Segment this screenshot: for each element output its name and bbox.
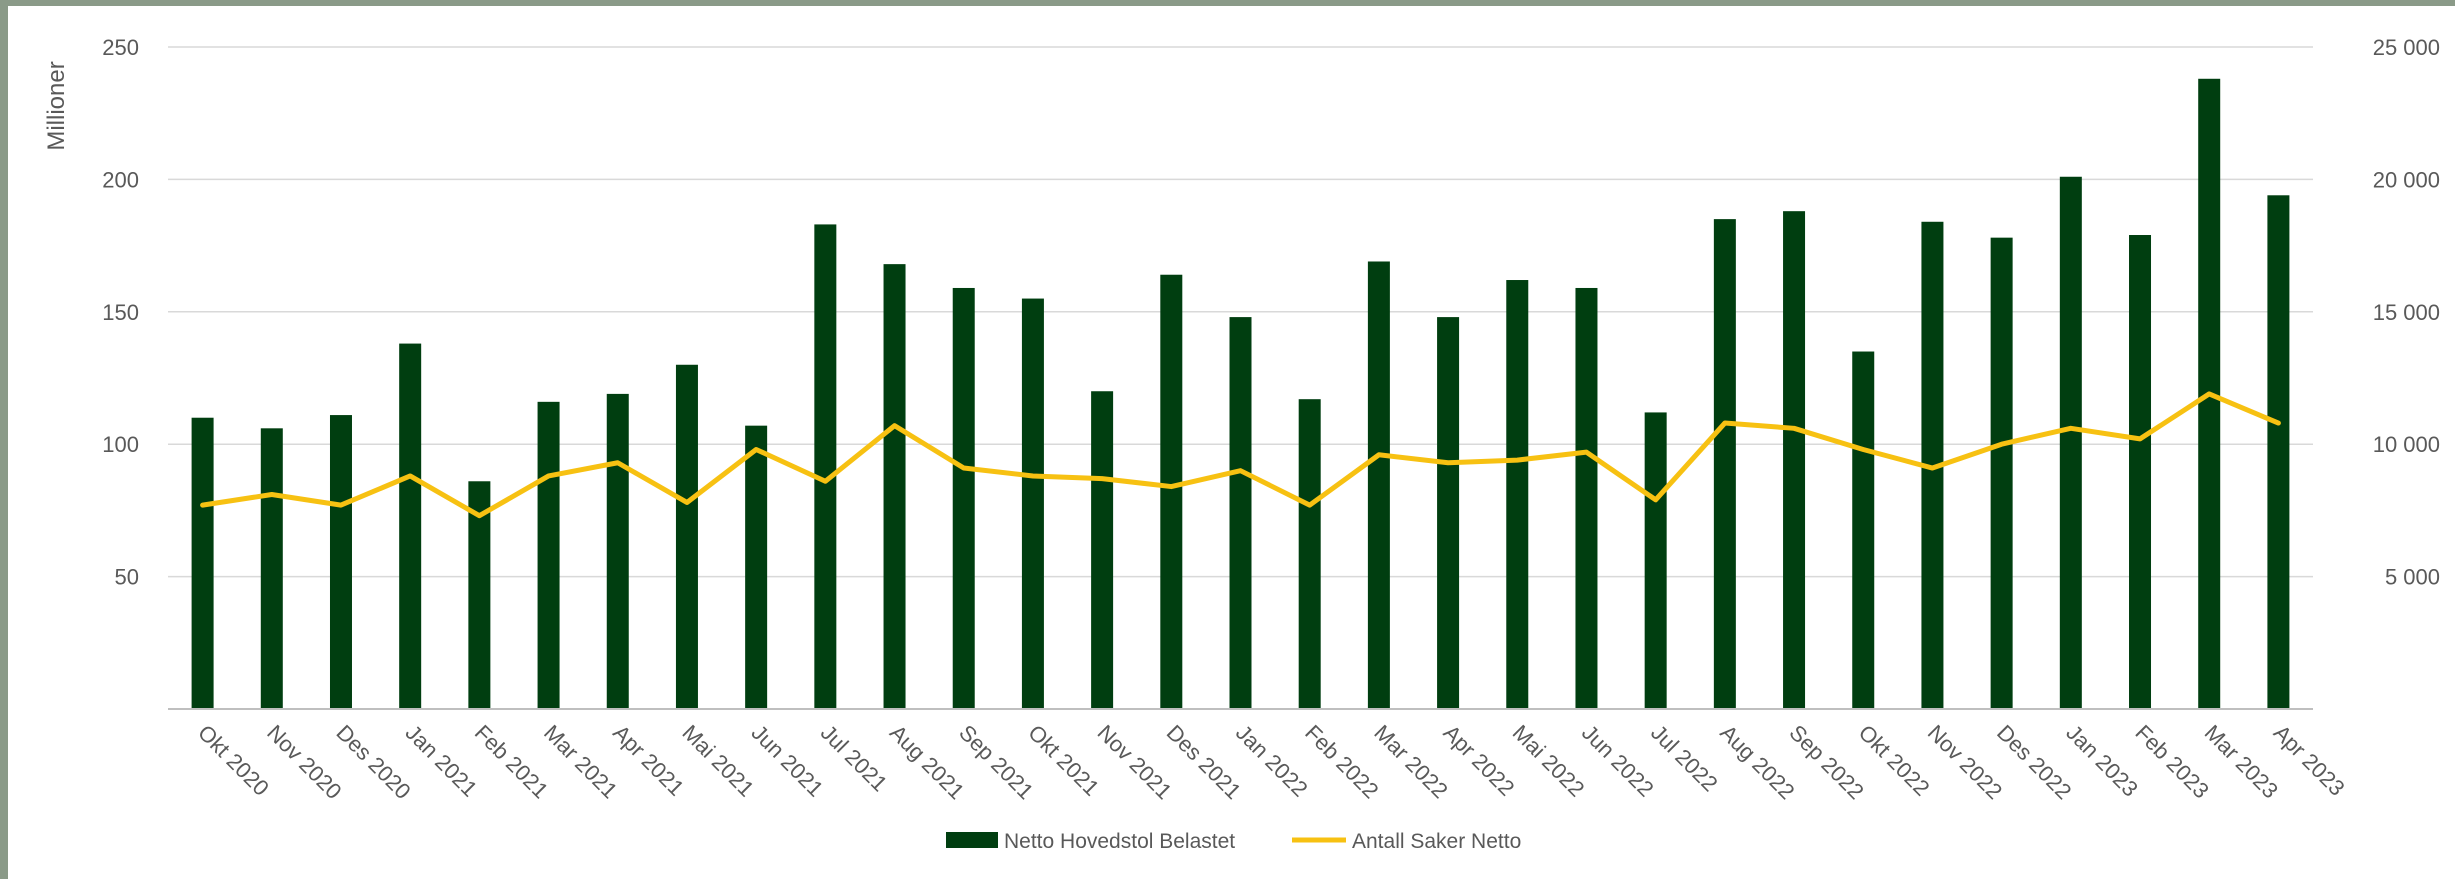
- bar: [537, 401, 560, 709]
- x-tick-label: Mar 2021: [539, 720, 622, 803]
- x-tick-label: Sep 2021: [954, 720, 1038, 804]
- bar: [1783, 211, 1806, 709]
- y-tick-label-right: 10 000: [2373, 432, 2440, 457]
- bar: [191, 417, 214, 709]
- bar: [2267, 195, 2290, 710]
- legend-label-bar: Netto Hovedstol Belastet: [1004, 830, 1235, 853]
- x-tick-label: Nov 2022: [1923, 720, 2007, 804]
- bar-series-netto-hovedstol: [191, 78, 2290, 710]
- x-tick-label: Aug 2022: [1715, 720, 1799, 804]
- combo-chart: 50 100 150 200 250 5 000 10 000 15 000 20 000 25 …: [43, 35, 2440, 853]
- bar: [675, 364, 698, 709]
- x-tick-label: Nov 2021: [1093, 720, 1177, 804]
- bar: [399, 343, 422, 709]
- x-tick-label: Mar 2023: [2200, 720, 2283, 803]
- legend-label-line: Antall Saker Netto: [1352, 830, 1521, 853]
- legend-bar-swatch: [946, 832, 998, 848]
- axes: 50 100 150 200 250 5 000 10 000 15 000 20 000 25 …: [102, 35, 2440, 710]
- x-tick-label: Des 2021: [1162, 720, 1246, 804]
- y-tick-label-right: 20 000: [2373, 167, 2440, 192]
- x-tick-label: Jun 2022: [1577, 720, 1659, 802]
- x-tick-label: Feb 2021: [470, 720, 553, 803]
- bar: [1713, 219, 1736, 709]
- y-tick-label-left: 150: [102, 300, 139, 325]
- gridlines: [168, 46, 2313, 578]
- bar: [1921, 221, 1944, 709]
- bar: [468, 481, 491, 709]
- y-tick-label-left: 100: [102, 432, 139, 457]
- x-tick-label: Des 2022: [1992, 720, 2076, 804]
- x-tick-label: Feb 2022: [1300, 720, 1383, 803]
- bar: [1298, 399, 1321, 709]
- x-tick-label: Aug 2021: [885, 720, 969, 804]
- y-axis-title: Millioner: [43, 61, 70, 150]
- line-series-antall-saker: [200, 391, 2281, 519]
- y-tick-label-left: 50: [115, 565, 139, 590]
- bar: [1091, 391, 1114, 709]
- x-tick-label: Mai 2022: [1508, 720, 1590, 802]
- y-tick-label-right: 5 000: [2385, 565, 2440, 590]
- bar: [1021, 298, 1044, 709]
- bar: [2059, 176, 2082, 709]
- x-tick-label: Apr 2021: [608, 720, 689, 801]
- chart-frame: 50 100 150 200 250 5 000 10 000 15 000 20 000 25 …: [8, 6, 2455, 879]
- x-tick-label: Mai 2021: [677, 720, 759, 802]
- bar: [745, 425, 768, 709]
- x-tick-label: Jan 2021: [401, 720, 483, 802]
- x-tick-label: Nov 2020: [262, 720, 346, 804]
- y-tick-label-right: 25 000: [2373, 35, 2440, 60]
- bar: [260, 428, 283, 709]
- x-tick-label: Feb 2023: [2130, 720, 2213, 803]
- bar: [814, 224, 837, 709]
- x-tick-label: Apr 2023: [2269, 720, 2350, 801]
- bar: [1644, 412, 1667, 709]
- x-tick-label: Jun 2021: [747, 720, 829, 802]
- bar: [1367, 261, 1390, 709]
- bar: [1506, 280, 1529, 709]
- bar: [329, 415, 352, 709]
- x-tick-label: Sep 2022: [1785, 720, 1869, 804]
- x-tick-label: Apr 2022: [1439, 720, 1520, 801]
- bar: [1852, 351, 1875, 709]
- bar: [2129, 235, 2152, 709]
- x-tick-label: Mar 2022: [1369, 720, 1452, 803]
- bar: [952, 287, 975, 709]
- x-tick-label: Des 2020: [331, 720, 415, 804]
- x-tick-label: Okt 2020: [193, 720, 274, 801]
- y-tick-label-left: 250: [102, 35, 139, 60]
- bar: [1229, 317, 1252, 709]
- y-tick-label-left: 200: [102, 167, 139, 192]
- y-tick-label-right: 15 000: [2373, 300, 2440, 325]
- bar: [883, 264, 906, 709]
- bar: [1990, 237, 2013, 709]
- series-line: [200, 391, 2281, 519]
- bar: [1575, 287, 1598, 709]
- bar: [1160, 274, 1183, 709]
- bar: [1437, 317, 1460, 709]
- bar: [606, 393, 629, 709]
- legend: Netto Hovedstol Belastet Antall Saker Ne…: [946, 830, 1521, 853]
